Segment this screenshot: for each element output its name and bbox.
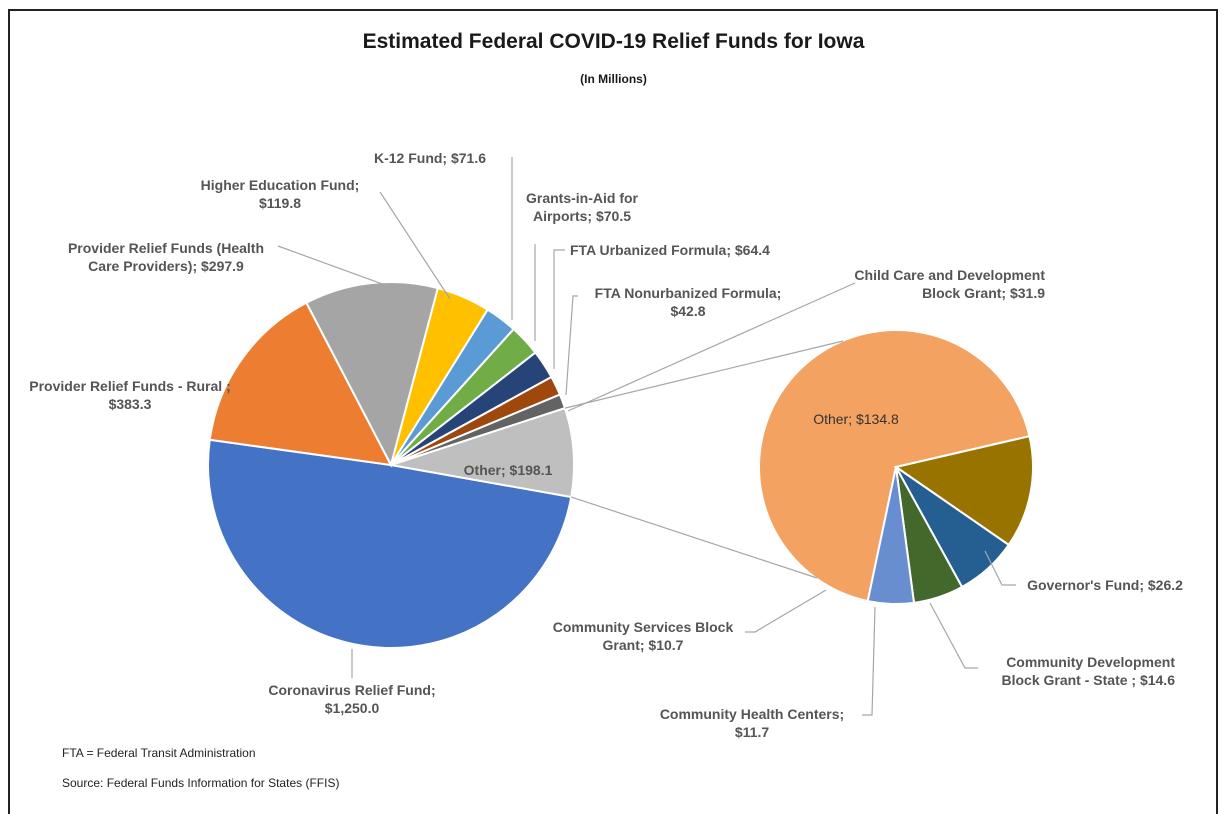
- label-provider-relief-funds-rural: Provider Relief Funds - Rural ; $383.3: [29, 378, 230, 412]
- label-other-primary: Other; $198.1: [464, 462, 553, 478]
- connector-line-top: [564, 340, 844, 409]
- label-k-12-fund: K-12 Fund; $71.6: [374, 150, 486, 166]
- label-child-care-and-development-block-grant: Child Care and Development Block Grant; $…: [854, 267, 1045, 301]
- leader-fta-nonurbanized-formula: [565, 295, 578, 396]
- chart-subtitle: (In Millions): [580, 72, 647, 86]
- label-other-secondary: Other; $134.8: [813, 411, 899, 427]
- secondary-slice-other-0: [758, 329, 1031, 603]
- label-governor-s-fund: Governor's Fund; $26.2: [1027, 577, 1183, 593]
- connector-line-bottom: [570, 496, 818, 579]
- leader-community-services-block-grant: [745, 589, 827, 633]
- chart-frame: [8, 9, 1218, 814]
- label-community-services-block-grant: Community Services Block Grant; $10.7: [553, 619, 734, 653]
- leader-community-health-centers: [862, 606, 876, 716]
- label-provider-relief-funds-health-care-providers: Provider Relief Funds (Health Care Provid…: [68, 240, 264, 274]
- footnote-fta: FTA = Federal Transit Administration: [62, 746, 256, 760]
- label-fta-nonurbanized-formula: FTA Nonurbanized Formula; $42.8: [595, 285, 782, 319]
- slice-provider-relief-funds-rural-1: [208, 301, 393, 467]
- leader-fta-urbanized-formula: [553, 249, 565, 369]
- chart-title: Estimated Federal COVID-19 Relief Funds …: [362, 30, 865, 53]
- label-community-health-centers: Community Health Centers; $11.7: [660, 706, 844, 740]
- leader-community-development-block-grant-state: [929, 602, 978, 669]
- footnote-source: Source: Federal Funds Information for St…: [62, 776, 340, 790]
- leader-higher-education-fund: [379, 191, 451, 300]
- leader-child-care-and-development-block-grant: [567, 282, 856, 412]
- secondary-slice-community-services-block-grant-4: [866, 466, 916, 605]
- label-grants-in-aid-for-airports: Grants-in-Aid for Airports; $70.5: [526, 190, 639, 224]
- label-higher-education-fund: Higher Education Fund; $119.8: [201, 177, 360, 211]
- leader-governor-s-fund: [984, 550, 1016, 586]
- slice-coronavirus-relief-fund-0: [207, 438, 573, 649]
- leader-provider-relief-funds-health-care-providers: [277, 245, 386, 286]
- label-fta-urbanized-formula: FTA Urbanized Formula; $64.4: [570, 242, 770, 258]
- label-community-development-block-grant-state: Community Development Block Grant - State…: [1001, 654, 1175, 688]
- slice-provider-relief-funds-health-care-providers-2: [305, 281, 440, 468]
- label-coronavirus-relief-fund: Coronavirus Relief Fund; $1,250.0: [268, 682, 435, 716]
- secondary-slice-governor-s-fund-1: [893, 434, 1034, 547]
